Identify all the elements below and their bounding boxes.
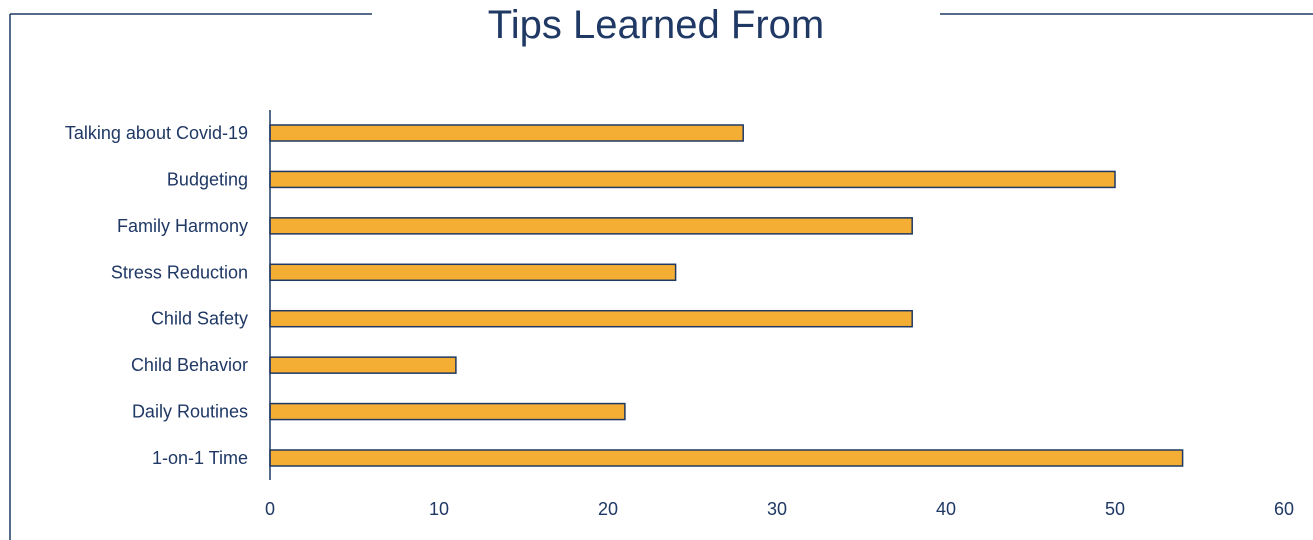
x-tick-label: 0 [265, 499, 275, 519]
category-label: Daily Routines [132, 402, 248, 422]
x-tick-label: 30 [767, 499, 787, 519]
chart-title: Tips Learned From [488, 3, 824, 47]
bar [269, 402, 626, 421]
bar [269, 449, 1184, 467]
bars [269, 124, 1184, 467]
bar [269, 263, 677, 282]
category-label: Stress Reduction [111, 262, 248, 282]
category-label: Budgeting [167, 169, 248, 189]
category-label: Child Safety [151, 309, 248, 329]
x-tick-labels: 0 10 20 30 40 50 60 [265, 499, 1294, 519]
x-tick-label: 50 [1105, 499, 1125, 519]
category-label: Talking about Covid-19 [65, 123, 248, 143]
bar [269, 170, 1116, 189]
bar [269, 356, 457, 374]
x-tick-label: 10 [429, 499, 449, 519]
x-tick-label: 40 [936, 499, 956, 519]
category-label: Child Behavior [131, 355, 248, 375]
bar [269, 309, 913, 328]
category-label: 1-on-1 Time [152, 448, 248, 468]
category-labels: Talking about Covid-19 Budgeting Family Ha… [65, 123, 248, 468]
bar [269, 124, 744, 142]
x-tick-label: 60 [1274, 499, 1294, 519]
bar [269, 217, 913, 235]
x-tick-label: 20 [598, 499, 618, 519]
chart-frame [9, 13, 1313, 540]
category-label: Family Harmony [117, 216, 248, 236]
